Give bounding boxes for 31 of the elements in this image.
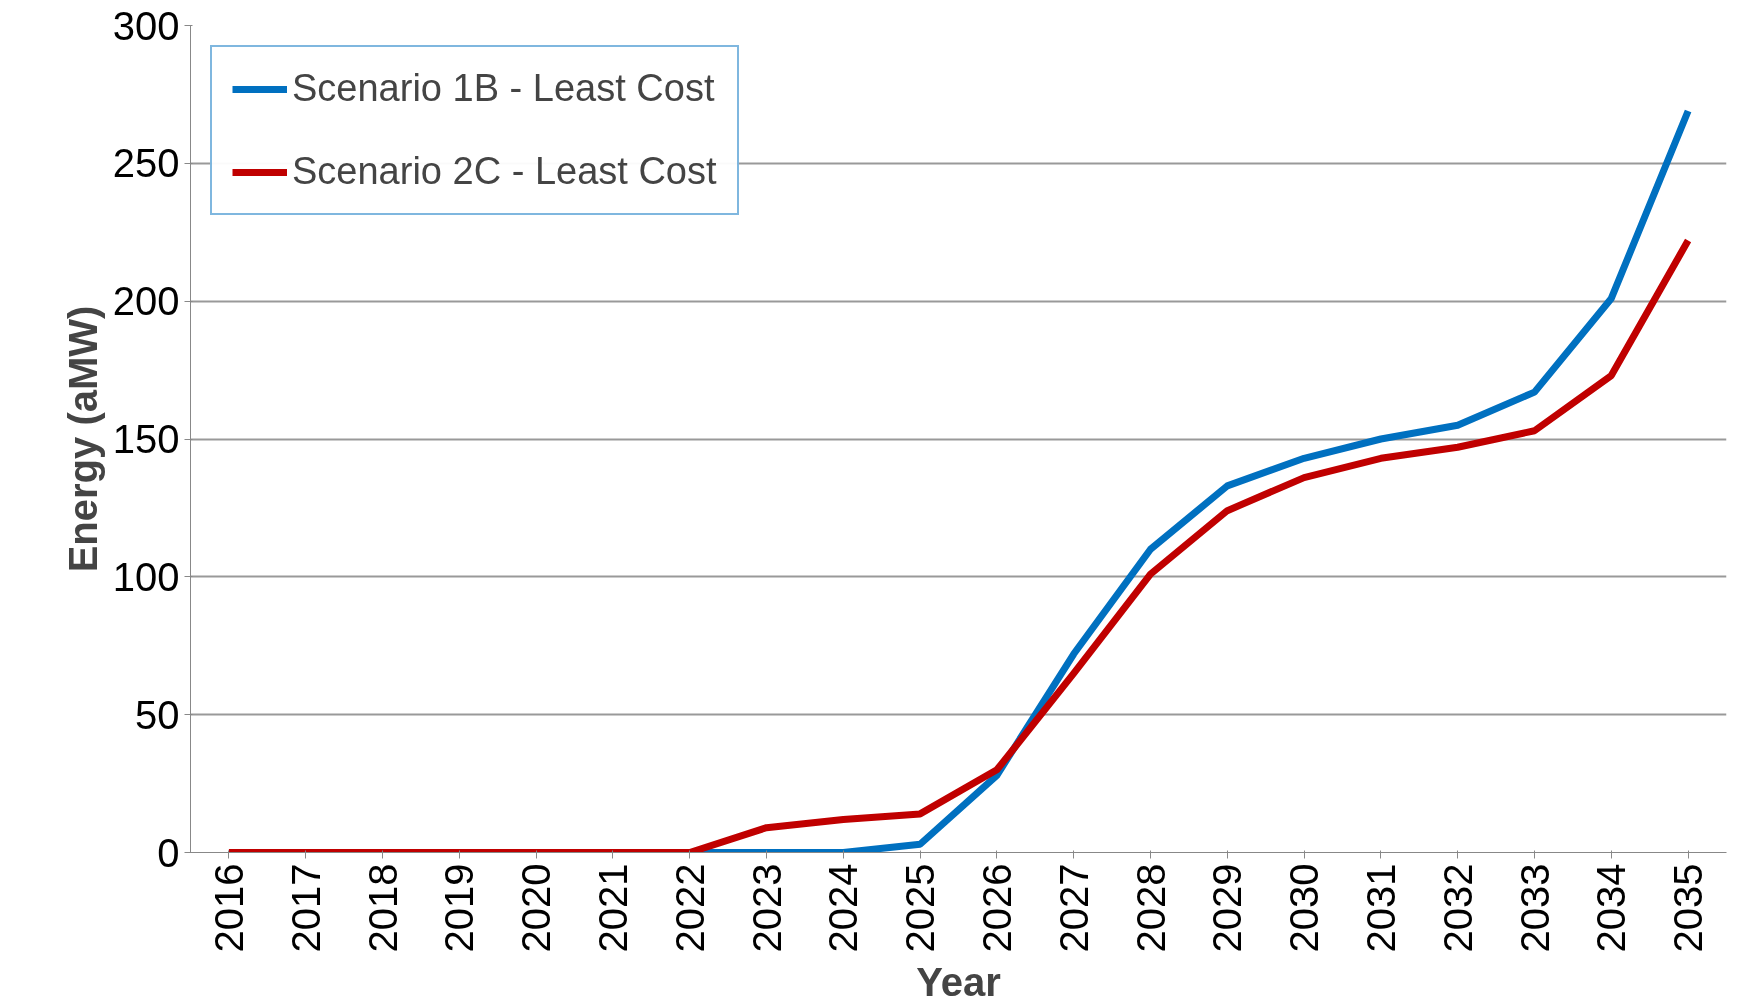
x-tick-label: 2035 xyxy=(1666,863,1711,953)
y-tick-label: 0 xyxy=(157,830,180,875)
x-tick-label: 2021 xyxy=(590,863,635,953)
x-tick-label: 2017 xyxy=(283,863,328,953)
x-tick-label: 2028 xyxy=(1128,863,1173,953)
legend-label: Scenario 1B - Least Cost xyxy=(292,67,715,110)
x-tick-label: 2033 xyxy=(1512,863,1557,953)
x-tick-label: 2019 xyxy=(437,863,482,953)
x-tick-label: 2016 xyxy=(206,863,251,953)
x-axis-title: Year xyxy=(916,960,1001,1005)
x-tick-label: 2034 xyxy=(1589,863,1634,953)
legend-label: Scenario 2C - Least Cost xyxy=(292,150,717,193)
x-tick-label: 2030 xyxy=(1282,863,1327,953)
x-tick-label: 2027 xyxy=(1051,863,1096,953)
y-axis-title: Energy (aMW) xyxy=(60,305,105,573)
x-tick-label: 2020 xyxy=(514,863,559,953)
x-tick-label: 2018 xyxy=(360,863,405,953)
y-tick-label: 250 xyxy=(112,141,180,186)
y-tick-label: 300 xyxy=(112,3,180,48)
x-tick-label: 2032 xyxy=(1435,863,1480,953)
x-tick-label: 2023 xyxy=(744,863,789,953)
y-tick-label: 100 xyxy=(112,554,180,599)
x-tick-label: 2029 xyxy=(1205,863,1250,953)
x-tick-label: 2022 xyxy=(667,863,712,953)
y-tick-label: 200 xyxy=(112,279,180,324)
x-tick-label: 2031 xyxy=(1358,863,1403,953)
y-tick-label: 50 xyxy=(135,692,180,737)
x-tick-label: 2026 xyxy=(974,863,1019,953)
x-tick-label: 2024 xyxy=(821,863,866,953)
y-tick-label: 150 xyxy=(112,417,180,461)
x-tick-label: 2025 xyxy=(898,863,943,953)
